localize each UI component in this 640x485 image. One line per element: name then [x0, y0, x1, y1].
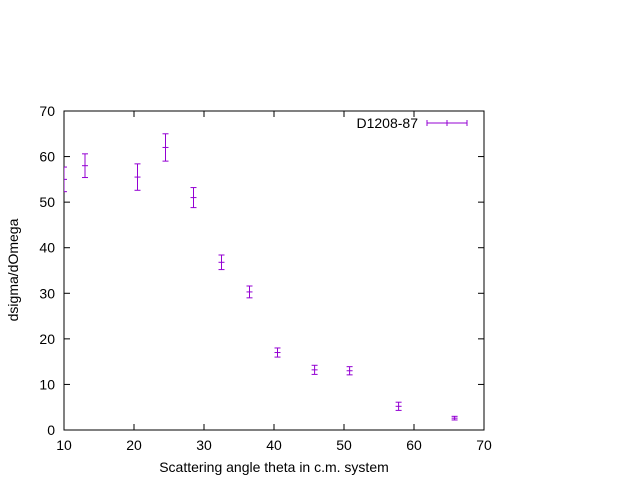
y-tick-label: 0	[47, 422, 55, 438]
y-axis-label: dsigma/dOmega	[5, 218, 21, 321]
data-point	[246, 285, 253, 299]
data-point	[346, 366, 353, 376]
data-point	[162, 133, 169, 162]
x-axis-label: Scattering angle theta in c.m. system	[159, 459, 389, 475]
x-tick-label: 10	[56, 437, 72, 453]
data-point	[82, 153, 88, 179]
x-tick-label: 60	[406, 437, 422, 453]
data-point	[64, 166, 67, 193]
data-point	[451, 415, 458, 421]
data-point	[218, 254, 225, 271]
data-point	[274, 347, 281, 358]
x-tick-label: 40	[266, 437, 282, 453]
legend-label: D1208-87	[357, 115, 419, 131]
plot-border	[63, 110, 485, 431]
data-points-group	[64, 133, 458, 421]
data-point	[190, 187, 197, 209]
x-tick-label: 30	[196, 437, 212, 453]
x-tick-label: 50	[336, 437, 352, 453]
y-tick-label: 50	[39, 194, 55, 210]
data-point	[311, 364, 318, 375]
data-point	[395, 401, 402, 411]
y-tick-label: 70	[39, 103, 55, 119]
y-tick-label: 30	[39, 285, 55, 301]
x-tick-label: 70	[476, 437, 492, 453]
y-tick-label: 20	[39, 331, 55, 347]
x-tick-label: 20	[126, 437, 142, 453]
data-point	[134, 163, 141, 191]
y-tick-label: 40	[39, 240, 55, 256]
y-tick-label: 60	[39, 149, 55, 165]
y-tick-label: 10	[39, 376, 55, 392]
